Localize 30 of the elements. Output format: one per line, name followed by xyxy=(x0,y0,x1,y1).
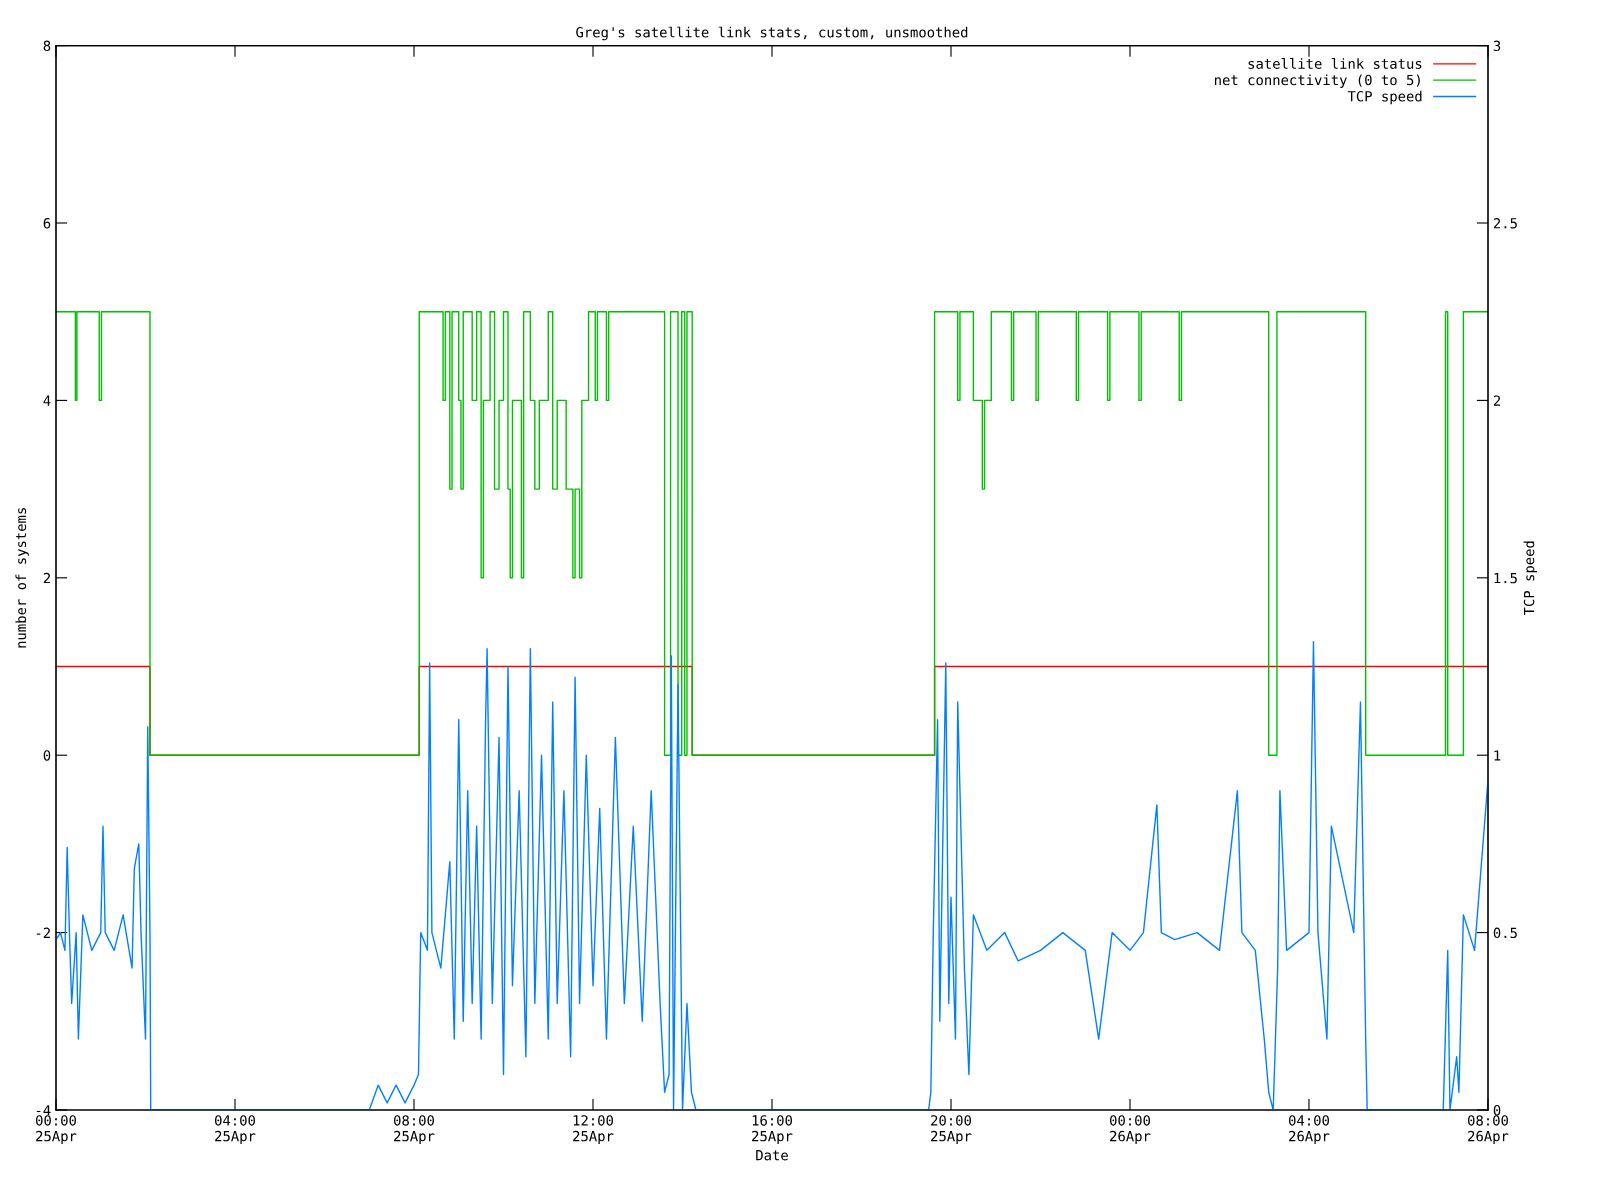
x-axis-title: Date xyxy=(756,1150,788,1161)
y-axis-title: number of systems xyxy=(15,508,29,648)
y2-tick-label: 0 xyxy=(1493,1105,1501,1116)
y-tick-label: 4 xyxy=(43,395,51,406)
y2-tick-label: 0.5 xyxy=(1493,927,1517,939)
legend-label: TCP speed xyxy=(1347,90,1422,105)
y2-tick-label: 1 xyxy=(1494,750,1501,761)
x-tick-label: 00:00 26Apr xyxy=(1110,1115,1151,1145)
x-tick-label: 04:00 26Apr xyxy=(1289,1115,1330,1145)
x-tick-label: 16:00 25Apr xyxy=(752,1115,793,1145)
y-tick-label: -2 xyxy=(36,927,50,938)
x-tick-label: 20:00 25Apr xyxy=(931,1115,972,1145)
chart-title: Greg's satellite link stats, custom, unsmoothed xyxy=(576,26,968,41)
x-tick-label: 12:00 25Apr xyxy=(573,1115,614,1145)
y2-tick-label: 3 xyxy=(1493,40,1501,52)
legend-label: satellite link status xyxy=(1248,58,1422,69)
x-tick-label: 00:00 25Apr xyxy=(36,1115,77,1145)
y2-axis-title: TCP speed xyxy=(1523,541,1538,616)
y2-tick-label: 1.5 xyxy=(1494,572,1517,584)
x-tick-label: 04:00 25Apr xyxy=(215,1115,256,1145)
legend-label: net connectivity (0 to 5) xyxy=(1215,74,1420,88)
x-tick-label: 08:00 26Apr xyxy=(1468,1115,1509,1145)
y-tick-label: 8 xyxy=(43,40,51,52)
y-tick-label: 6 xyxy=(43,218,51,229)
y2-tick-label: 2 xyxy=(1493,395,1501,406)
y-tick-label: 2 xyxy=(43,572,50,584)
y-tick-label: -4 xyxy=(36,1105,51,1116)
x-tick-label: 08:00 25Apr xyxy=(394,1115,435,1145)
y2-tick-label: 2.5 xyxy=(1493,218,1517,229)
y-tick-label: 0 xyxy=(43,750,51,761)
